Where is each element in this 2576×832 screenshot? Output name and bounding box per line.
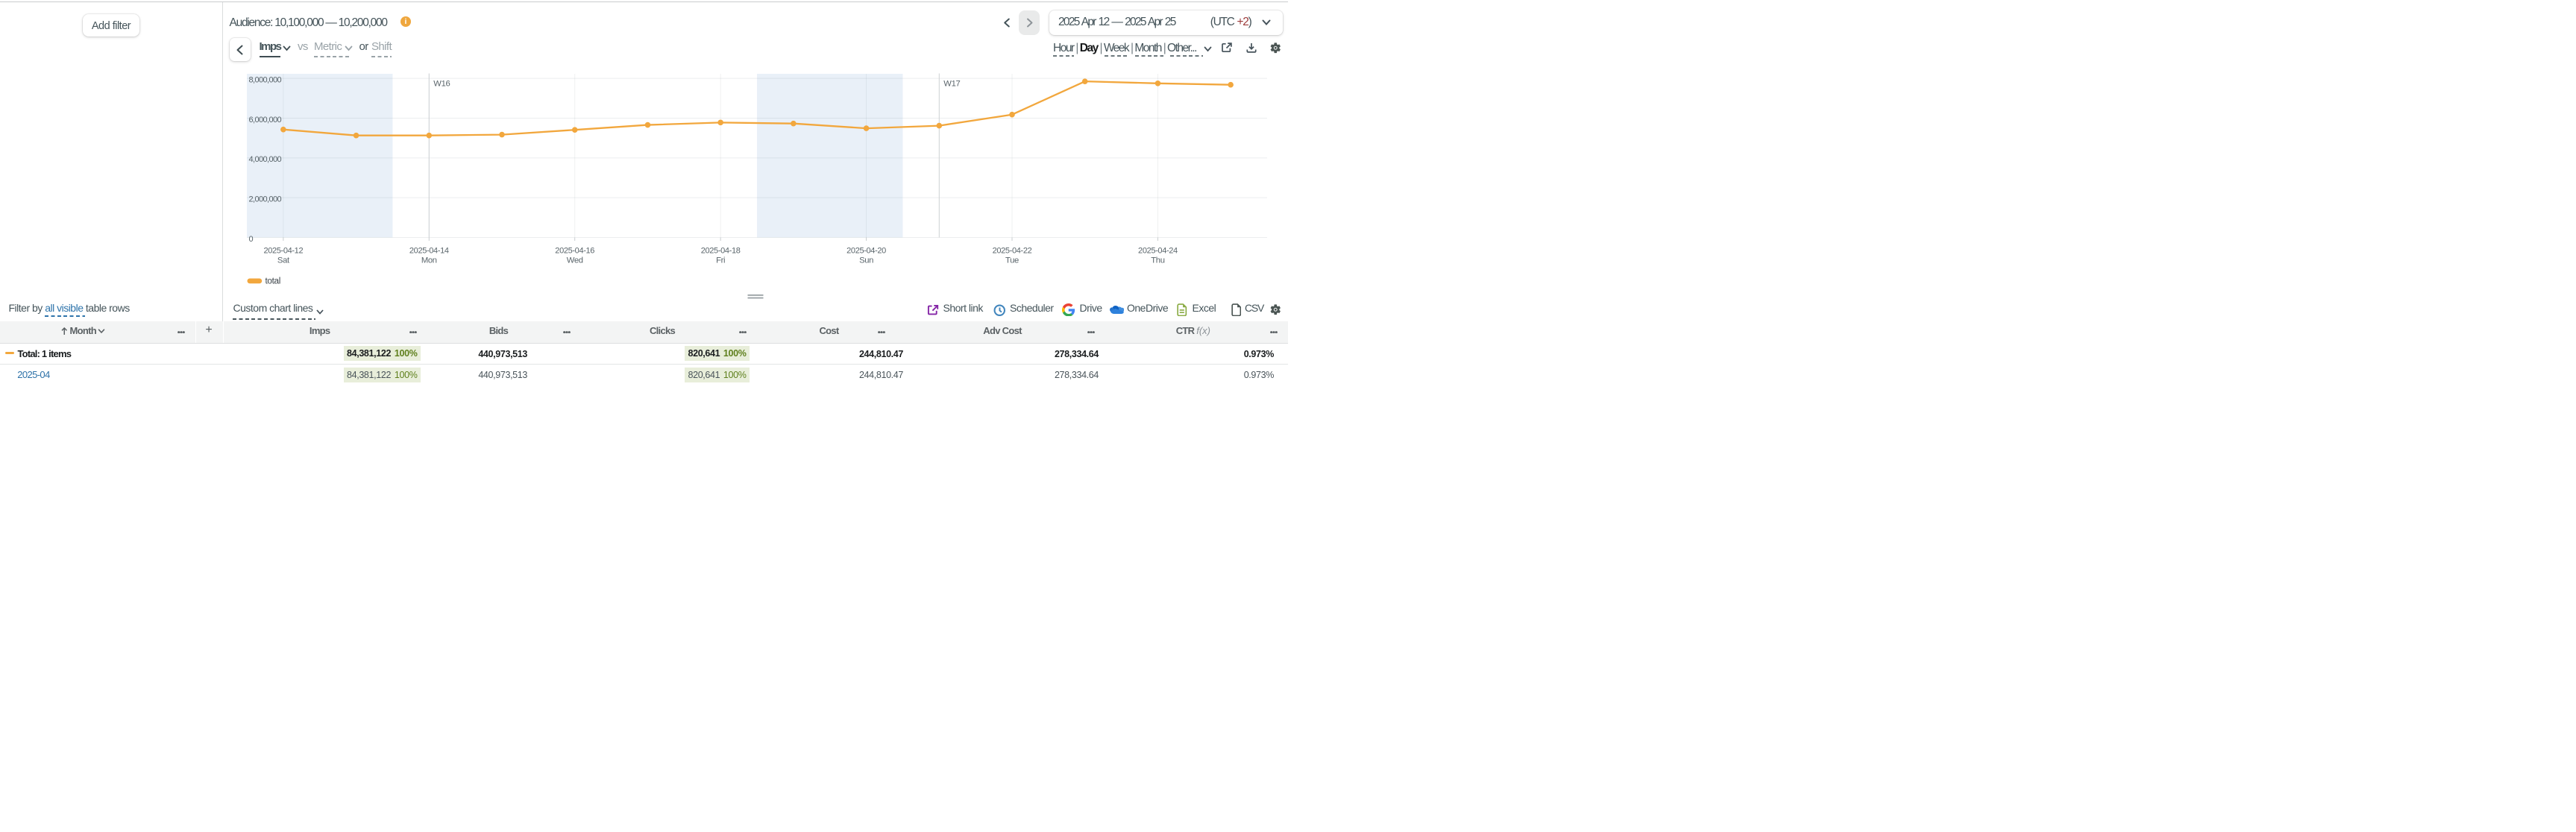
svg-text:Tue: Tue — [1005, 256, 1019, 265]
svg-text:total: total — [266, 277, 280, 286]
svg-text:2025-04-24: 2025-04-24 — [1138, 247, 1178, 256]
svg-text:Sat: Sat — [277, 256, 290, 265]
svg-text:2025-04-16: 2025-04-16 — [555, 247, 594, 256]
svg-text:Fri: Fri — [716, 256, 725, 265]
svg-text:W16: W16 — [433, 80, 450, 89]
svg-text:2025-04-18: 2025-04-18 — [701, 247, 741, 256]
svg-text:Wed: Wed — [567, 256, 583, 265]
svg-text:2025-04-22: 2025-04-22 — [993, 247, 1032, 256]
svg-text:2025-04-20: 2025-04-20 — [846, 247, 886, 256]
svg-text:4,000,000: 4,000,000 — [249, 155, 282, 164]
svg-text:2025-04-12: 2025-04-12 — [263, 247, 303, 256]
svg-text:2,000,000: 2,000,000 — [249, 195, 282, 204]
svg-text:Sun: Sun — [859, 256, 873, 265]
svg-text:0: 0 — [249, 235, 254, 244]
svg-text:Mon: Mon — [421, 256, 437, 265]
svg-text:W17: W17 — [943, 80, 960, 89]
svg-text:Thu: Thu — [1151, 256, 1164, 265]
svg-text:2025-04-14: 2025-04-14 — [409, 247, 449, 256]
svg-text:6,000,000: 6,000,000 — [249, 116, 282, 125]
svg-text:8,000,000: 8,000,000 — [249, 75, 282, 84]
